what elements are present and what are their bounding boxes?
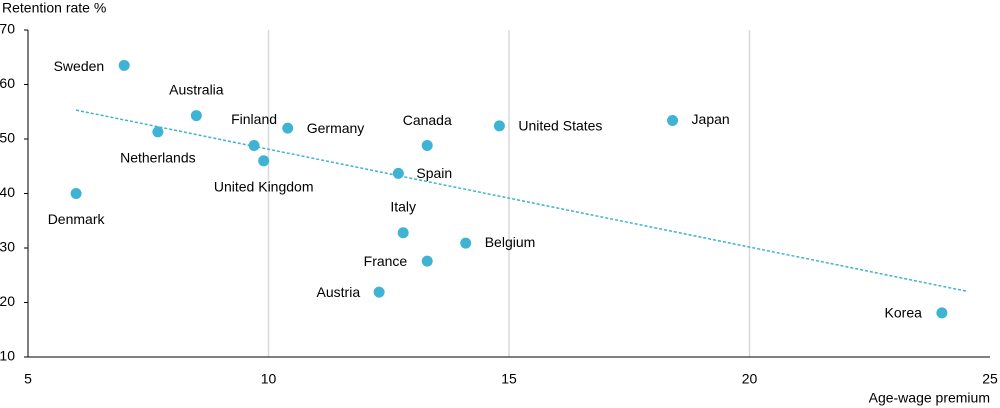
point-label: United States (518, 118, 602, 134)
point (118, 59, 130, 71)
y-tick-label: 10 (0, 348, 15, 364)
y-tick-label: 40 (0, 184, 15, 200)
point (397, 227, 409, 239)
point (258, 155, 270, 167)
point (282, 122, 294, 134)
point (460, 237, 472, 249)
point-label: Japan (692, 111, 730, 127)
point (392, 167, 404, 179)
point-label: Netherlands (120, 150, 196, 166)
y-tick-label: 50 (0, 130, 15, 146)
point (421, 140, 433, 152)
point-label: Australia (169, 81, 224, 97)
point-label: Austria (317, 284, 361, 300)
point-label: Denmark (48, 211, 106, 227)
point (373, 286, 385, 298)
x-tick-label: 15 (501, 371, 517, 387)
point-label: Korea (885, 305, 923, 321)
x-tick-label: 10 (261, 371, 277, 387)
x-axis-label: Age-wage premium (869, 390, 990, 406)
point-label: Belgium (485, 234, 536, 250)
point (248, 140, 260, 152)
point (70, 188, 82, 199)
trend-line (75, 109, 967, 292)
point-label: France (364, 253, 408, 269)
x-tick-label: 25 (982, 371, 998, 387)
point-label: Italy (390, 198, 416, 214)
y-tick-label: 70 (0, 21, 15, 37)
point (667, 114, 679, 126)
point (421, 255, 433, 267)
y-tick-label: 30 (0, 239, 15, 255)
point-label: Germany (307, 120, 365, 136)
point (493, 120, 505, 132)
point (190, 110, 202, 122)
x-tick-label: 5 (24, 371, 32, 387)
y-tick-label: 20 (0, 293, 15, 309)
point-label: Spain (416, 165, 452, 181)
point-label: United Kingdom (214, 179, 314, 195)
point-label: Canada (403, 112, 452, 128)
y-tick-label: 60 (0, 75, 15, 91)
point (936, 307, 948, 319)
x-tick-label: 20 (742, 371, 758, 387)
point (152, 126, 164, 138)
point-label: Finland (231, 111, 277, 127)
point-label: Sweden (54, 58, 105, 74)
y-axis-label: Retention rate % (2, 0, 106, 16)
